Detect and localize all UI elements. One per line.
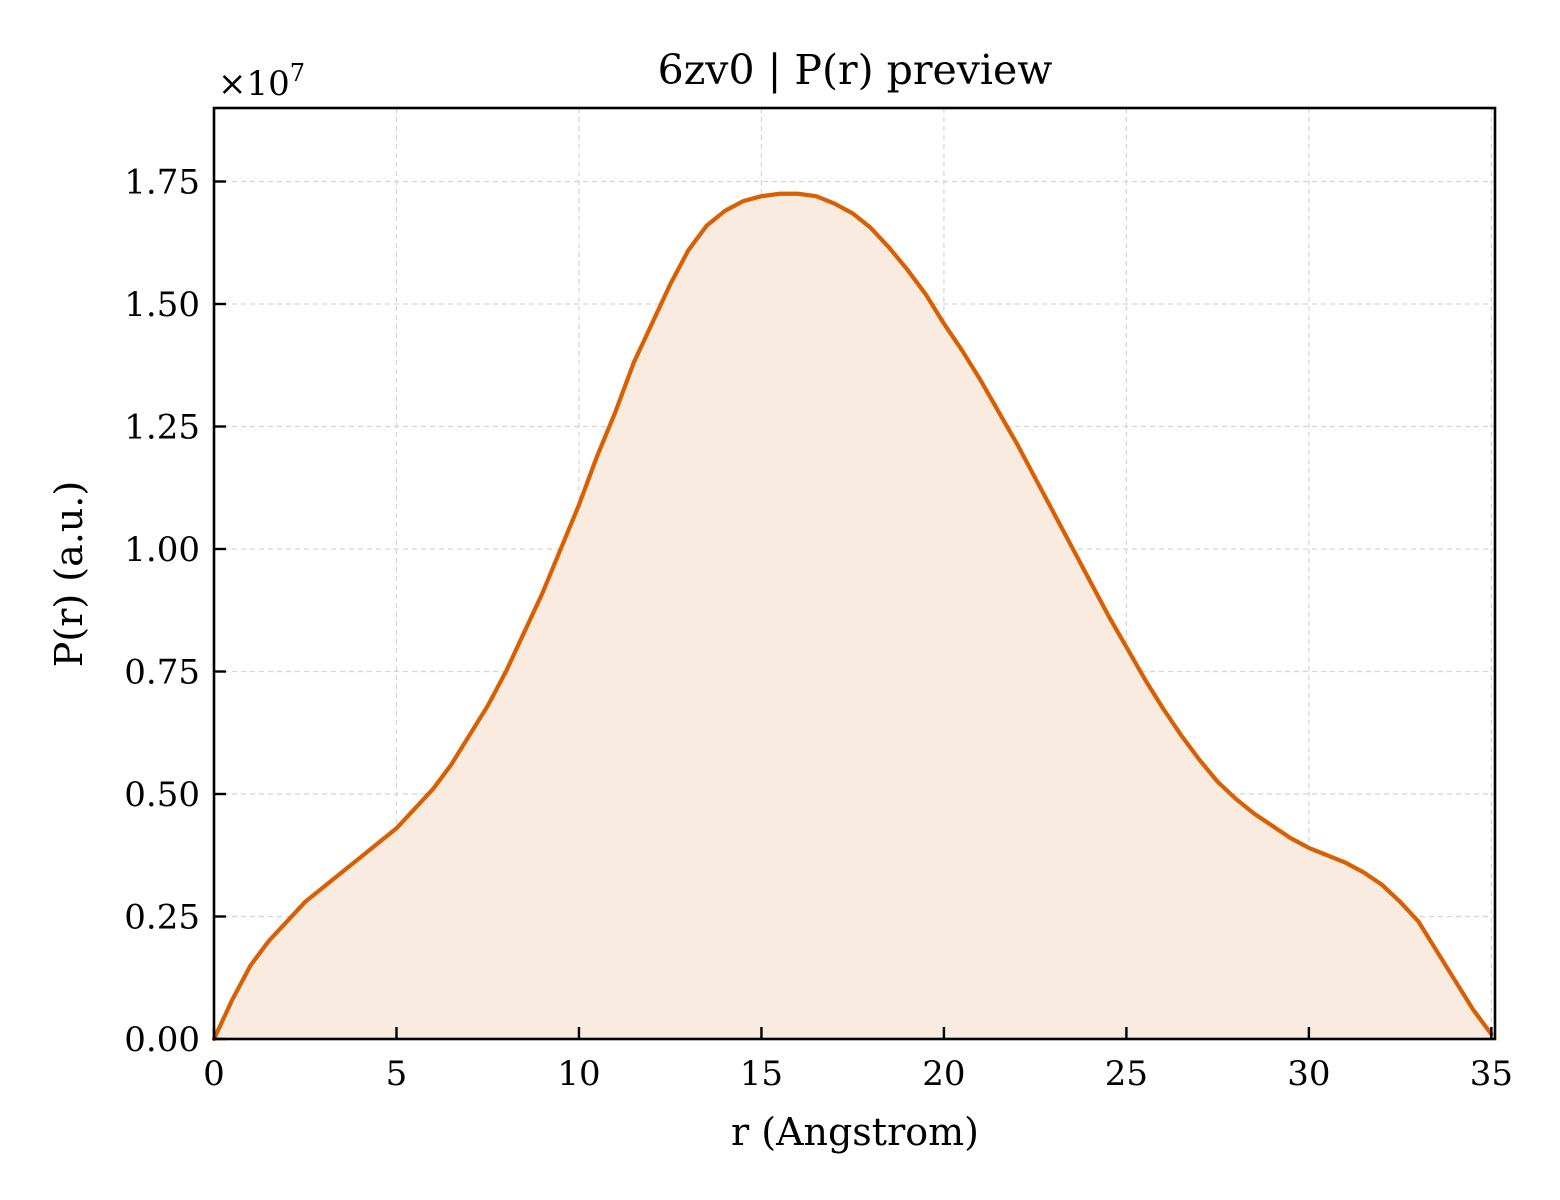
y-axis-offset-base: ×10 xyxy=(218,64,290,104)
y-tick-label: 0.25 xyxy=(124,898,200,938)
y-tick-label: 1.50 xyxy=(124,285,200,325)
y-axis-offset-label: ×107 xyxy=(218,59,305,104)
x-tick-label: 35 xyxy=(1470,1054,1513,1094)
y-axis-label: P(r) (a.u.) xyxy=(47,481,91,667)
y-axis-offset-exponent: 7 xyxy=(290,59,305,87)
y-tick-label: 0.00 xyxy=(124,1020,200,1060)
plot-frame xyxy=(212,106,1497,1041)
x-tick-label: 5 xyxy=(386,1054,408,1094)
x-tick-label: 20 xyxy=(922,1054,965,1094)
x-axis-label: r (Angstrom) xyxy=(731,1110,979,1154)
x-tick-label: 30 xyxy=(1287,1054,1330,1094)
x-tick-label: 15 xyxy=(740,1054,783,1094)
y-tick-label: 1.75 xyxy=(124,163,200,203)
series-line xyxy=(211,191,1494,1042)
x-tick-label: 0 xyxy=(203,1054,225,1094)
tick-layer: 0 5 10 15 20 25 30 35 0.00 0.25 0.50 0.75 1.00 1.25 1.… xyxy=(124,163,1513,1095)
y-tick-label: 1.25 xyxy=(124,408,200,448)
x-tick-label: 10 xyxy=(557,1054,600,1094)
y-tick-label: 1.00 xyxy=(124,530,200,570)
y-tick-label: 0.50 xyxy=(124,775,200,815)
chart-title: 6zv0 | P(r) preview xyxy=(658,46,1053,94)
area-fill xyxy=(214,193,1492,1039)
x-tick-label: 25 xyxy=(1105,1054,1148,1094)
y-tick-label: 0.75 xyxy=(124,653,200,693)
